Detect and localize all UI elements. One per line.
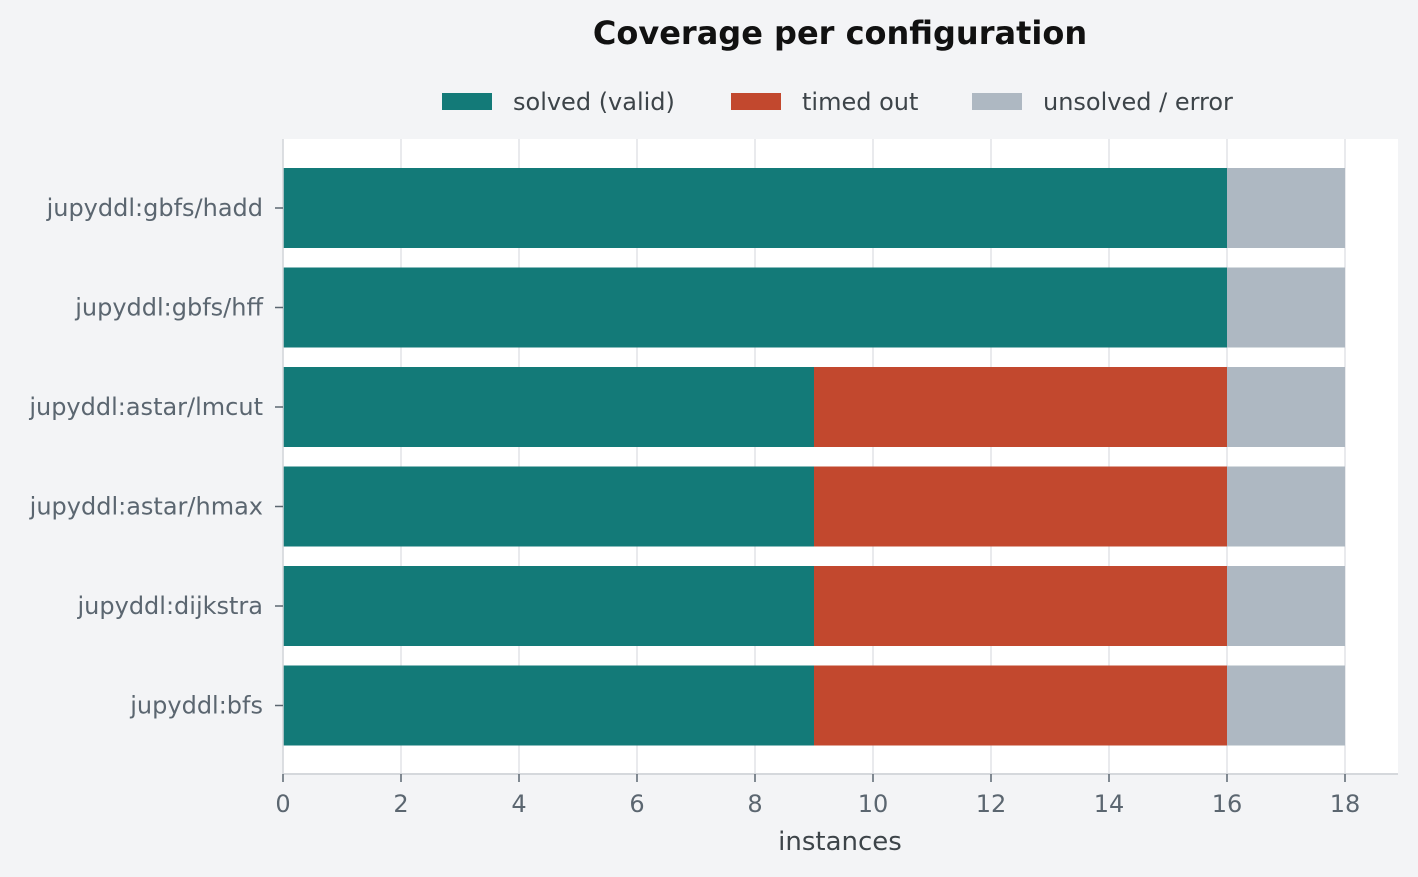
legend-label-1: timed out [802, 88, 918, 116]
bars [283, 168, 1345, 746]
bar-2-series-2 [1227, 367, 1345, 447]
x-tick-label-9: 18 [1330, 790, 1361, 818]
bar-3-series-0 [283, 466, 814, 547]
y-axis: jupyddl:gbfs/hadd jupyddl:gbfs/hff jupyddl… [28, 139, 284, 774]
x-tick-label-8: 16 [1212, 790, 1243, 818]
bar-2-series-0 [283, 367, 814, 447]
bar-3-series-1 [814, 466, 1227, 547]
x-axis-label: instances [778, 827, 902, 857]
x-tick-label-7: 14 [1094, 790, 1125, 818]
bar-0-series-0 [283, 168, 1227, 248]
legend-swatch-0 [442, 93, 492, 110]
x-tick-label-3: 6 [629, 790, 644, 818]
bar-2-series-1 [814, 367, 1227, 447]
chart-title: Coverage per configuration [593, 14, 1087, 52]
y-tick-label-1: jupyddl:gbfs/hff [74, 294, 263, 322]
bar-0-series-2 [1227, 168, 1345, 248]
y-tick-label-5: jupyddl:bfs [129, 692, 263, 720]
bar-1-series-2 [1227, 267, 1345, 348]
x-tick-label-0: 0 [275, 790, 290, 818]
bar-4-series-2 [1227, 566, 1345, 646]
bar-1-series-0 [283, 267, 1227, 348]
x-axis: 0 2 4 6 8 10 12 14 16 18 [275, 773, 1398, 818]
bar-5-series-1 [814, 665, 1227, 746]
legend-swatch-1 [731, 93, 781, 110]
bar-4-series-0 [283, 566, 814, 646]
legend: solved (valid) timed out unsolved / error [442, 88, 1233, 116]
x-tick-label-5: 10 [858, 790, 889, 818]
x-tick-label-6: 12 [976, 790, 1007, 818]
bar-5-series-0 [283, 665, 814, 746]
legend-swatch-2 [972, 93, 1022, 110]
y-tick-label-3: jupyddl:astar/hmax [29, 493, 263, 521]
y-tick-label-2: jupyddl:astar/lmcut [28, 393, 263, 421]
x-tick-label-4: 8 [747, 790, 762, 818]
bar-4-series-1 [814, 566, 1227, 646]
bar-5-series-2 [1227, 665, 1345, 746]
bar-3-series-2 [1227, 466, 1345, 547]
y-tick-label-0: jupyddl:gbfs/hadd [46, 194, 263, 222]
legend-label-0: solved (valid) [513, 88, 675, 116]
legend-label-2: unsolved / error [1043, 88, 1233, 116]
y-tick-label-4: jupyddl:dijkstra [77, 592, 264, 620]
x-tick-label-1: 2 [393, 790, 408, 818]
x-tick-label-2: 4 [511, 790, 526, 818]
